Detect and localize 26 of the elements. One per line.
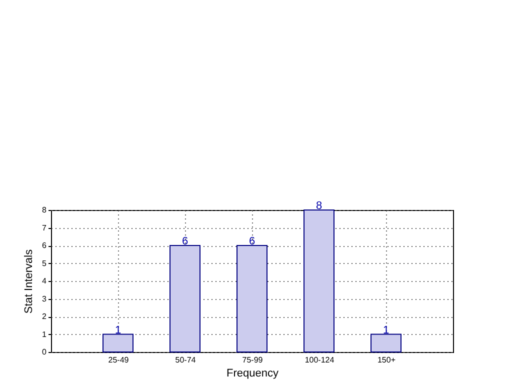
y-tick-label: 4 [42, 276, 48, 286]
bar [304, 210, 334, 352]
y-tick-label: 2 [42, 312, 48, 321]
bar [236, 245, 268, 352]
x-tick-label: 25-49 [108, 356, 130, 364]
bar [170, 245, 200, 352]
y-tick-label: 0 [42, 348, 48, 356]
data-label: 1 [114, 324, 122, 336]
data-label: 6 [182, 236, 188, 248]
bar [102, 334, 134, 352]
data-label: 1 [382, 324, 390, 336]
y-tick-label: 6 [42, 241, 48, 250]
y-tick-label: 1 [42, 330, 48, 339]
x-axis-title: Frequency [226, 368, 279, 380]
x-tick-label: 50-74 [175, 356, 196, 364]
data-label: 8 [316, 200, 322, 212]
bar [370, 334, 402, 352]
y-tick-label: 5 [42, 258, 48, 268]
x-tick-label: 75-99 [242, 356, 264, 364]
data-label: 6 [248, 236, 256, 248]
y-axis-title: Stat Intervals [23, 248, 36, 314]
x-tick-label: 100-124 [304, 356, 335, 364]
y-tick-label: 3 [42, 294, 48, 304]
y-tick-label: 7 [42, 223, 48, 232]
x-tick-label: 150+ [377, 356, 396, 364]
y-tick-label: 8 [42, 206, 48, 214]
